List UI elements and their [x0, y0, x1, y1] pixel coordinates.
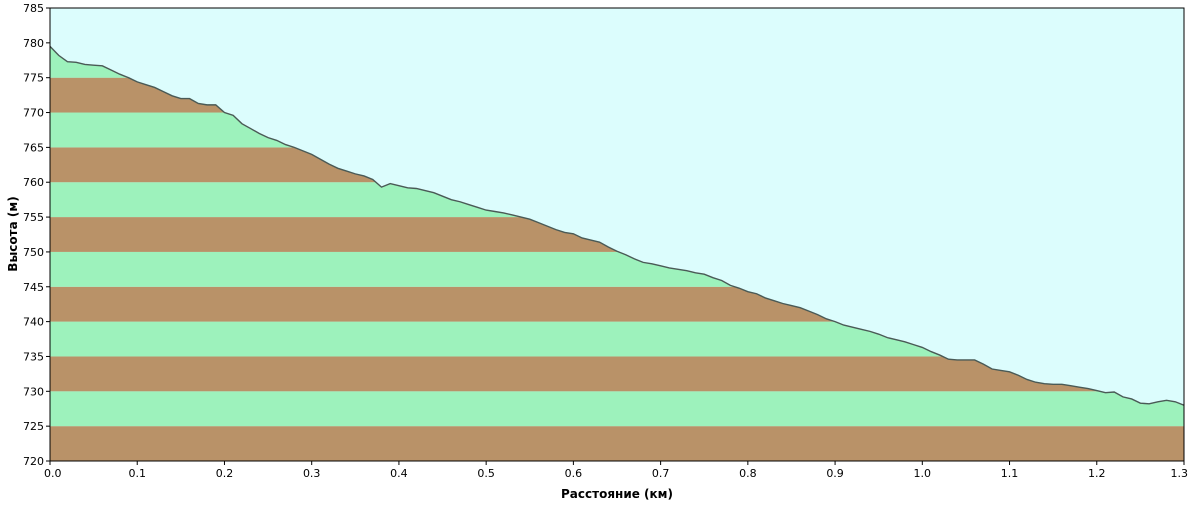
- x-tick-label: 0.4: [390, 467, 408, 480]
- y-tick-label: 745: [23, 281, 44, 294]
- y-tick-label: 755: [23, 211, 44, 224]
- x-axis-title: Расстояние (км): [561, 487, 673, 501]
- elevation-profile-line: [50, 45, 1184, 406]
- y-tick-label: 730: [23, 385, 44, 398]
- x-tick-label: 1.2: [1088, 467, 1106, 480]
- y-tick-label: 765: [23, 141, 44, 154]
- x-tick-label: 0.5: [477, 467, 495, 480]
- elevation-band-725: [50, 391, 1184, 427]
- x-tick-label: 0.3: [303, 467, 321, 480]
- x-tick-label: 0.9: [826, 467, 844, 480]
- plot-frame: [49, 7, 1185, 462]
- x-tick-label: 0.1: [128, 467, 146, 480]
- y-tick-label: 720: [23, 455, 44, 468]
- y-tick-label: 770: [23, 107, 44, 120]
- x-tick-label: 0.0: [44, 467, 62, 480]
- y-axis: 720 725 730 735 740 745 750 755 760 765 770 775 780 7…: [23, 2, 50, 468]
- x-tick-label: 1.1: [1001, 467, 1019, 480]
- x-tick-label: 0.2: [216, 467, 234, 480]
- x-tick-label: 0.6: [565, 467, 583, 480]
- elevation-band-720: [50, 426, 1184, 461]
- y-tick-label: 750: [23, 246, 44, 259]
- x-axis: 0.0 0.1 0.2 0.3 0.4 0.5 0.6 0.7 0.8 0.9 1.0 1.1 1.2 1…: [44, 461, 1188, 480]
- y-axis-title: Высота (м): [6, 196, 20, 271]
- y-tick-label: 780: [23, 37, 44, 50]
- y-tick-label: 725: [23, 420, 44, 433]
- y-tick-label: 740: [23, 316, 44, 329]
- x-tick-label: 1.0: [914, 467, 932, 480]
- x-tick-label: 1.3: [1171, 467, 1189, 480]
- y-tick-label: 785: [23, 2, 44, 15]
- y-tick-label: 735: [23, 350, 44, 363]
- sky-area: [50, 8, 1184, 406]
- x-tick-label: 0.7: [652, 467, 670, 480]
- x-tick-label: 0.8: [739, 467, 757, 480]
- y-tick-label: 775: [23, 72, 44, 85]
- y-tick-label: 760: [23, 176, 44, 189]
